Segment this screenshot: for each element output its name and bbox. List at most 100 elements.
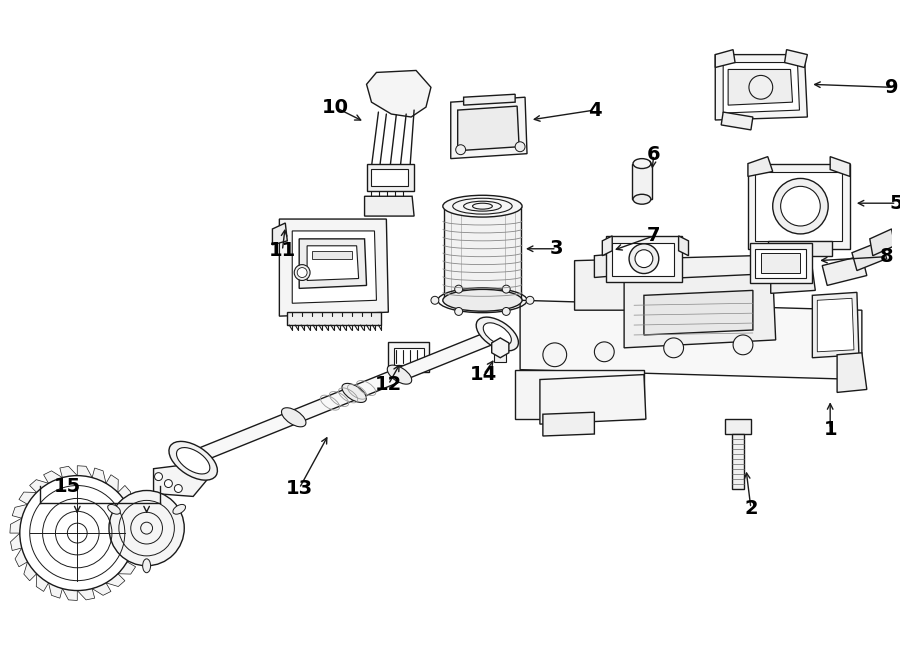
Polygon shape bbox=[491, 338, 508, 358]
Polygon shape bbox=[10, 518, 22, 533]
Polygon shape bbox=[679, 236, 688, 256]
Polygon shape bbox=[133, 516, 144, 533]
Polygon shape bbox=[312, 251, 352, 258]
Polygon shape bbox=[451, 97, 527, 159]
Ellipse shape bbox=[476, 317, 518, 351]
Polygon shape bbox=[852, 241, 886, 270]
Text: 13: 13 bbox=[285, 479, 312, 498]
Circle shape bbox=[20, 476, 135, 590]
Polygon shape bbox=[725, 419, 751, 434]
Polygon shape bbox=[768, 241, 832, 256]
Text: 15: 15 bbox=[54, 477, 81, 496]
Ellipse shape bbox=[173, 504, 185, 514]
Circle shape bbox=[502, 285, 510, 293]
Polygon shape bbox=[770, 268, 815, 293]
Polygon shape bbox=[279, 219, 388, 316]
Polygon shape bbox=[543, 412, 594, 436]
Ellipse shape bbox=[443, 195, 522, 217]
Polygon shape bbox=[92, 468, 106, 483]
Text: 8: 8 bbox=[880, 247, 894, 266]
Circle shape bbox=[515, 141, 525, 151]
Polygon shape bbox=[716, 55, 807, 120]
Circle shape bbox=[175, 485, 183, 492]
Circle shape bbox=[635, 250, 652, 268]
Polygon shape bbox=[458, 106, 519, 151]
Polygon shape bbox=[118, 485, 130, 504]
Circle shape bbox=[543, 343, 567, 367]
Text: 5: 5 bbox=[890, 194, 900, 213]
Polygon shape bbox=[59, 466, 77, 478]
Circle shape bbox=[431, 296, 439, 304]
Circle shape bbox=[773, 178, 828, 234]
Polygon shape bbox=[721, 112, 753, 130]
Circle shape bbox=[594, 342, 614, 362]
Polygon shape bbox=[154, 464, 208, 496]
Text: 10: 10 bbox=[321, 98, 348, 116]
Polygon shape bbox=[444, 206, 521, 300]
Polygon shape bbox=[520, 300, 862, 379]
Polygon shape bbox=[732, 434, 744, 488]
Polygon shape bbox=[133, 533, 145, 548]
Polygon shape bbox=[515, 369, 644, 419]
Circle shape bbox=[454, 285, 463, 293]
Polygon shape bbox=[13, 504, 28, 518]
Polygon shape bbox=[287, 312, 382, 325]
Polygon shape bbox=[837, 353, 867, 393]
Ellipse shape bbox=[108, 504, 121, 514]
Polygon shape bbox=[77, 588, 94, 600]
Ellipse shape bbox=[387, 365, 411, 384]
Polygon shape bbox=[43, 471, 62, 483]
Polygon shape bbox=[11, 533, 22, 551]
Text: 4: 4 bbox=[588, 100, 601, 120]
Polygon shape bbox=[612, 243, 673, 276]
Circle shape bbox=[734, 335, 753, 355]
Polygon shape bbox=[830, 157, 850, 176]
Circle shape bbox=[629, 244, 659, 274]
Polygon shape bbox=[388, 342, 429, 371]
Text: 12: 12 bbox=[374, 375, 402, 394]
Polygon shape bbox=[817, 298, 854, 352]
Ellipse shape bbox=[443, 290, 522, 311]
Polygon shape bbox=[127, 500, 140, 518]
Circle shape bbox=[454, 307, 463, 315]
Polygon shape bbox=[750, 243, 813, 284]
Circle shape bbox=[297, 268, 307, 278]
Polygon shape bbox=[92, 583, 111, 596]
Text: 7: 7 bbox=[647, 227, 661, 245]
Polygon shape bbox=[366, 163, 414, 191]
Text: 2: 2 bbox=[744, 499, 758, 518]
Polygon shape bbox=[127, 548, 142, 562]
Circle shape bbox=[502, 307, 510, 315]
Polygon shape bbox=[19, 492, 37, 504]
Polygon shape bbox=[724, 63, 799, 113]
Ellipse shape bbox=[633, 194, 651, 204]
Ellipse shape bbox=[176, 447, 210, 474]
Ellipse shape bbox=[169, 442, 218, 480]
Polygon shape bbox=[15, 548, 28, 566]
Text: 14: 14 bbox=[470, 365, 497, 384]
Polygon shape bbox=[299, 239, 366, 288]
Polygon shape bbox=[49, 583, 62, 598]
Ellipse shape bbox=[483, 323, 511, 345]
Polygon shape bbox=[644, 290, 753, 335]
Circle shape bbox=[294, 264, 310, 280]
Polygon shape bbox=[464, 95, 515, 105]
Polygon shape bbox=[748, 157, 773, 176]
Circle shape bbox=[663, 338, 684, 358]
Polygon shape bbox=[716, 50, 735, 67]
Polygon shape bbox=[755, 249, 806, 278]
Polygon shape bbox=[366, 71, 431, 117]
Circle shape bbox=[455, 145, 465, 155]
Circle shape bbox=[749, 75, 773, 99]
Polygon shape bbox=[30, 480, 49, 492]
Polygon shape bbox=[748, 163, 850, 249]
Polygon shape bbox=[273, 223, 287, 245]
Polygon shape bbox=[106, 475, 118, 492]
Ellipse shape bbox=[282, 408, 306, 427]
Ellipse shape bbox=[342, 383, 366, 403]
Polygon shape bbox=[574, 256, 753, 310]
Ellipse shape bbox=[143, 559, 150, 572]
Polygon shape bbox=[869, 229, 895, 256]
Polygon shape bbox=[292, 231, 376, 303]
Circle shape bbox=[155, 473, 163, 481]
